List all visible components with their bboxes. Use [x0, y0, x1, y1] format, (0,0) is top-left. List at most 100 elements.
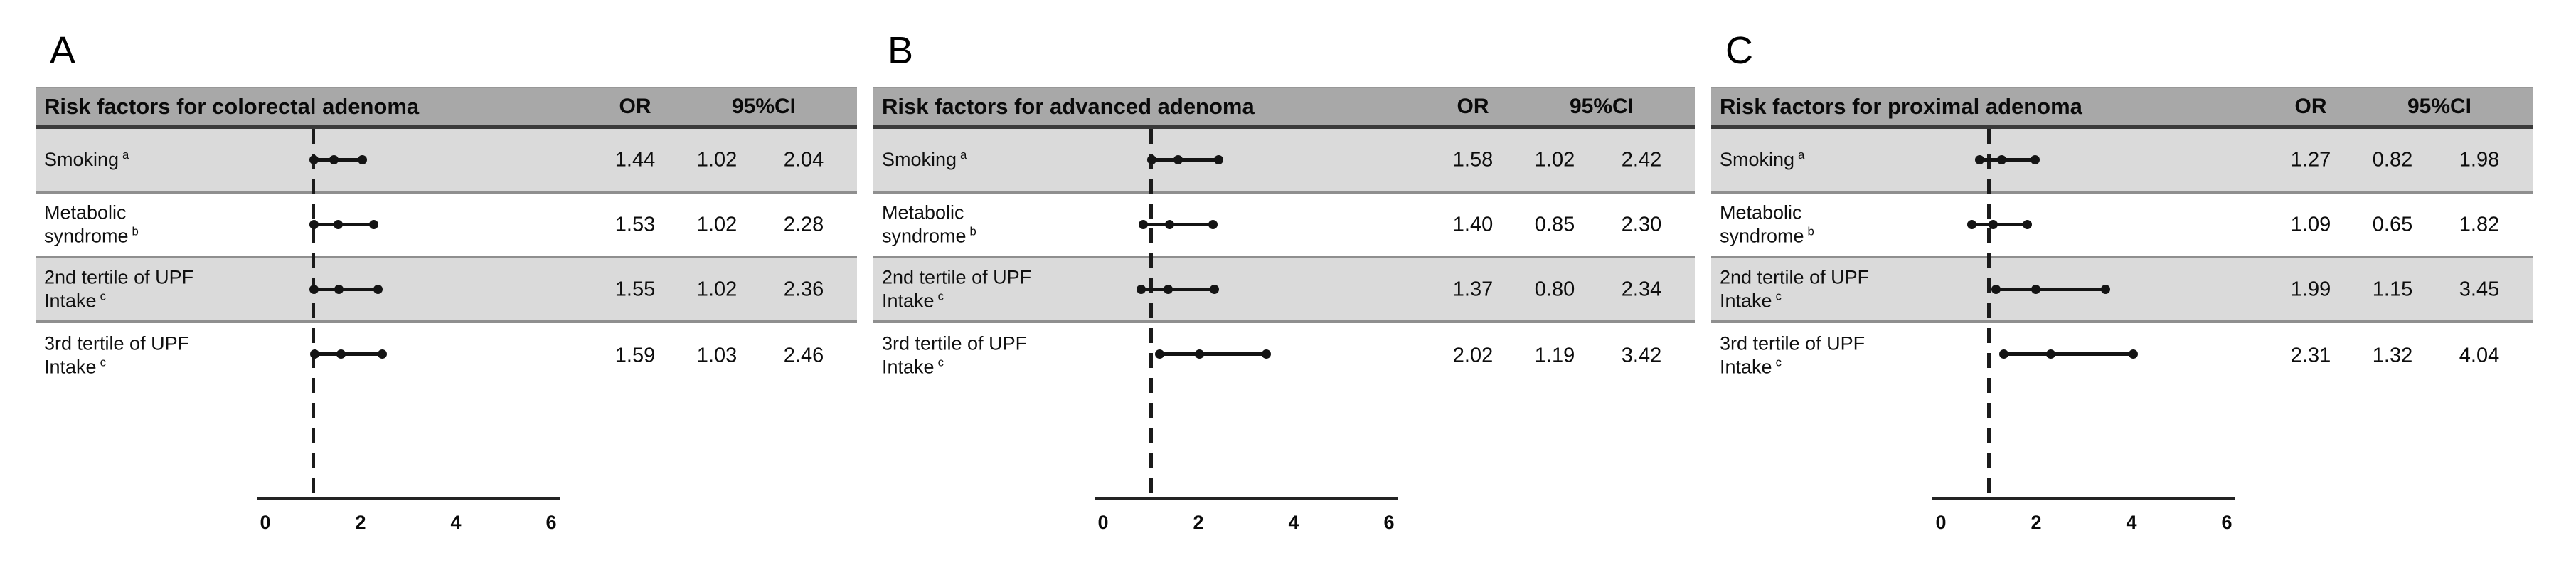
or-point-dot: [1165, 220, 1175, 229]
panel-letter: C: [1725, 29, 1753, 72]
or-value: 1.58: [1452, 148, 1494, 171]
ci-low-dot: [309, 155, 319, 164]
ci-whisker-line: [314, 352, 383, 356]
risk-factor-label: 3rd tertile of UPF Intake c: [1720, 332, 1865, 380]
footnote-superscript: a: [122, 147, 129, 162]
ci-whisker-line: [1151, 158, 1219, 162]
table-title: Risk factors for colorectal adenoma: [44, 94, 420, 119]
risk-factor-label: Metabolic syndrome b: [44, 201, 139, 249]
ci-high-dot: [358, 155, 368, 164]
ci-column-header: 95%CI: [731, 95, 797, 118]
axis-tick-label: 0: [1097, 512, 1109, 533]
risk-factor-label-line: Intake: [1720, 290, 1772, 312]
axis-tick-label: 6: [2221, 512, 2232, 533]
or-point-dot: [1996, 155, 2006, 164]
risk-factor-label: 2nd tertile of UPF Intake c: [1720, 265, 1869, 314]
table-row: Smoking a 1.27 0.82 1.98: [1711, 129, 2533, 194]
risk-factor-label-line: Intake: [44, 290, 97, 312]
footnote-superscript: c: [937, 355, 944, 369]
plot-area: 0 2 4 6: [873, 129, 1695, 563]
risk-factor-label: 2nd tertile of UPF Intake c: [882, 265, 1031, 314]
or-value: 1.55: [614, 278, 656, 300]
ci-low-value: 1.02: [696, 213, 738, 236]
or-point-dot: [334, 220, 343, 229]
or-point-dot: [2031, 285, 2040, 294]
or-point-dot: [336, 349, 346, 359]
or-value: 2.02: [1452, 344, 1494, 367]
axis-tick-label: 2: [1193, 512, 1204, 533]
table-row: 2nd tertile of UPF Intake c 1.37 0.80 2.34: [873, 258, 1695, 323]
risk-factor-label-line: 3rd tertile of UPF: [44, 332, 190, 354]
ci-high-value: 2.04: [783, 148, 824, 171]
footnote-superscript: b: [132, 224, 139, 238]
table-row: Metabolic syndrome b 1.53 1.02 2.28: [36, 194, 857, 258]
ci-whisker-line: [314, 223, 374, 226]
or-point-dot: [334, 285, 344, 294]
ci-low-value: 1.03: [696, 344, 738, 367]
x-axis-line: [257, 497, 560, 500]
footnote-superscript: b: [1807, 224, 1814, 238]
risk-factor-label: Metabolic syndrome b: [1720, 201, 1814, 249]
footnote-superscript: c: [1775, 289, 1782, 303]
ci-high-value: 2.34: [1621, 278, 1662, 300]
ci-whisker-line: [1141, 288, 1215, 291]
ci-high-dot: [1261, 349, 1271, 359]
risk-factor-label-line: syndrome: [44, 225, 129, 247]
ci-high-dot: [1208, 220, 1218, 229]
ci-high-dot: [378, 349, 388, 359]
ci-high-value: 1.82: [2459, 213, 2500, 236]
axis-tick-label: 2: [2031, 512, 2042, 533]
risk-factor-label-line: Intake: [882, 290, 935, 312]
table-header: Risk factors for proximal adenoma OR 95%…: [1711, 87, 2533, 129]
risk-factor-label-line: Intake: [882, 356, 935, 378]
or-point-dot: [1173, 155, 1183, 164]
ci-low-dot: [309, 349, 319, 359]
or-value: 1.37: [1452, 278, 1494, 300]
ci-high-value: 2.28: [783, 213, 824, 236]
table-header: Risk factors for colorectal adenoma OR 9…: [36, 87, 857, 129]
table-row: 3rd tertile of UPF Intake c 1.59 1.03 2.46: [36, 323, 857, 388]
table-title: Risk factors for proximal adenoma: [1720, 94, 2082, 119]
table-row: Metabolic syndrome b 1.09 0.65 1.82: [1711, 194, 2533, 258]
risk-factor-label: Smoking a: [882, 148, 967, 172]
ci-high-dot: [2129, 349, 2139, 359]
risk-factor-label-line: syndrome: [882, 225, 967, 247]
ci-high-dot: [2100, 285, 2110, 294]
risk-factor-label-line: Smoking: [882, 148, 957, 170]
ci-whisker-line: [314, 288, 378, 291]
risk-factor-label-line: 2nd tertile of UPF: [1720, 265, 1870, 288]
or-value: 1.27: [2290, 148, 2331, 171]
ci-low-dot: [1146, 155, 1156, 164]
or-value: 1.53: [614, 213, 656, 236]
ci-low-value: 1.15: [2372, 278, 2413, 300]
footnote-superscript: a: [960, 147, 967, 162]
ci-whisker-line: [1143, 223, 1213, 226]
reference-line-or-1: [311, 129, 315, 498]
ci-low-dot: [1137, 285, 1146, 294]
reference-line-or-1: [1149, 129, 1153, 498]
footnote-superscript: c: [937, 289, 944, 303]
ci-low-dot: [1991, 285, 2001, 294]
or-column-header: OR: [619, 95, 651, 118]
panel-letter: B: [888, 29, 914, 72]
footnote-superscript: a: [1798, 147, 1805, 162]
risk-factor-label-line: Metabolic: [1720, 201, 1802, 223]
ci-high-dot: [1213, 155, 1223, 164]
ci-low-value: 0.85: [1534, 213, 1575, 236]
risk-factor-label-line: 3rd tertile of UPF: [882, 332, 1028, 354]
x-axis-line: [1095, 497, 1398, 500]
ci-low-dot: [1967, 220, 1977, 229]
ci-low-value: 0.82: [2372, 148, 2413, 171]
ci-low-dot: [1139, 220, 1149, 229]
forest-table: Risk factors for colorectal adenoma OR 9…: [36, 87, 857, 533]
ci-high-dot: [373, 285, 383, 294]
ci-whisker-line: [1996, 288, 2106, 291]
ci-low-dot: [1155, 349, 1165, 359]
ci-column-header: 95%CI: [2407, 95, 2472, 118]
ci-high-value: 1.98: [2459, 148, 2500, 171]
ci-high-value: 2.30: [1621, 213, 1662, 236]
or-value: 1.99: [2290, 278, 2331, 300]
risk-factor-label: 3rd tertile of UPF Intake c: [44, 332, 189, 380]
table-row: 2nd tertile of UPF Intake c 1.55 1.02 2.36: [36, 258, 857, 323]
